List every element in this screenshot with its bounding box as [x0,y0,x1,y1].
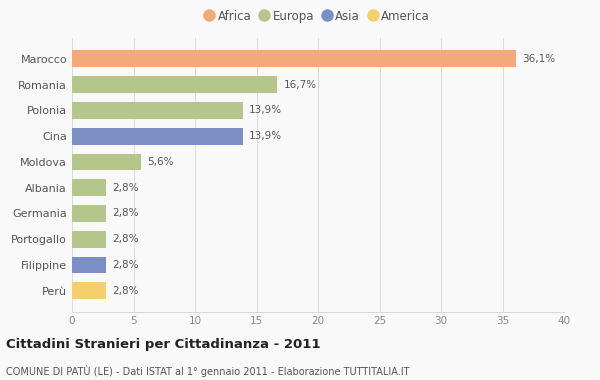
Legend: Africa, Europa, Asia, America: Africa, Europa, Asia, America [202,6,434,27]
Text: 13,9%: 13,9% [249,105,282,116]
Text: 2,8%: 2,8% [113,183,139,193]
Bar [72,128,243,144]
Text: 13,9%: 13,9% [249,131,282,141]
Bar [72,154,141,170]
Bar [72,51,516,67]
Text: 5,6%: 5,6% [147,157,173,167]
Bar [72,179,106,196]
Text: 2,8%: 2,8% [113,260,139,270]
Bar [72,256,106,273]
Text: 2,8%: 2,8% [113,234,139,244]
Text: 2,8%: 2,8% [113,209,139,218]
Bar [72,205,106,222]
Bar [72,76,277,93]
Text: Cittadini Stranieri per Cittadinanza - 2011: Cittadini Stranieri per Cittadinanza - 2… [6,338,320,351]
Text: 16,7%: 16,7% [284,79,317,90]
Text: 36,1%: 36,1% [522,54,556,64]
Text: COMUNE DI PATÙ (LE) - Dati ISTAT al 1° gennaio 2011 - Elaborazione TUTTITALIA.IT: COMUNE DI PATÙ (LE) - Dati ISTAT al 1° g… [6,365,409,377]
Text: 2,8%: 2,8% [113,286,139,296]
Bar [72,102,243,119]
Bar [72,282,106,299]
Bar [72,231,106,248]
